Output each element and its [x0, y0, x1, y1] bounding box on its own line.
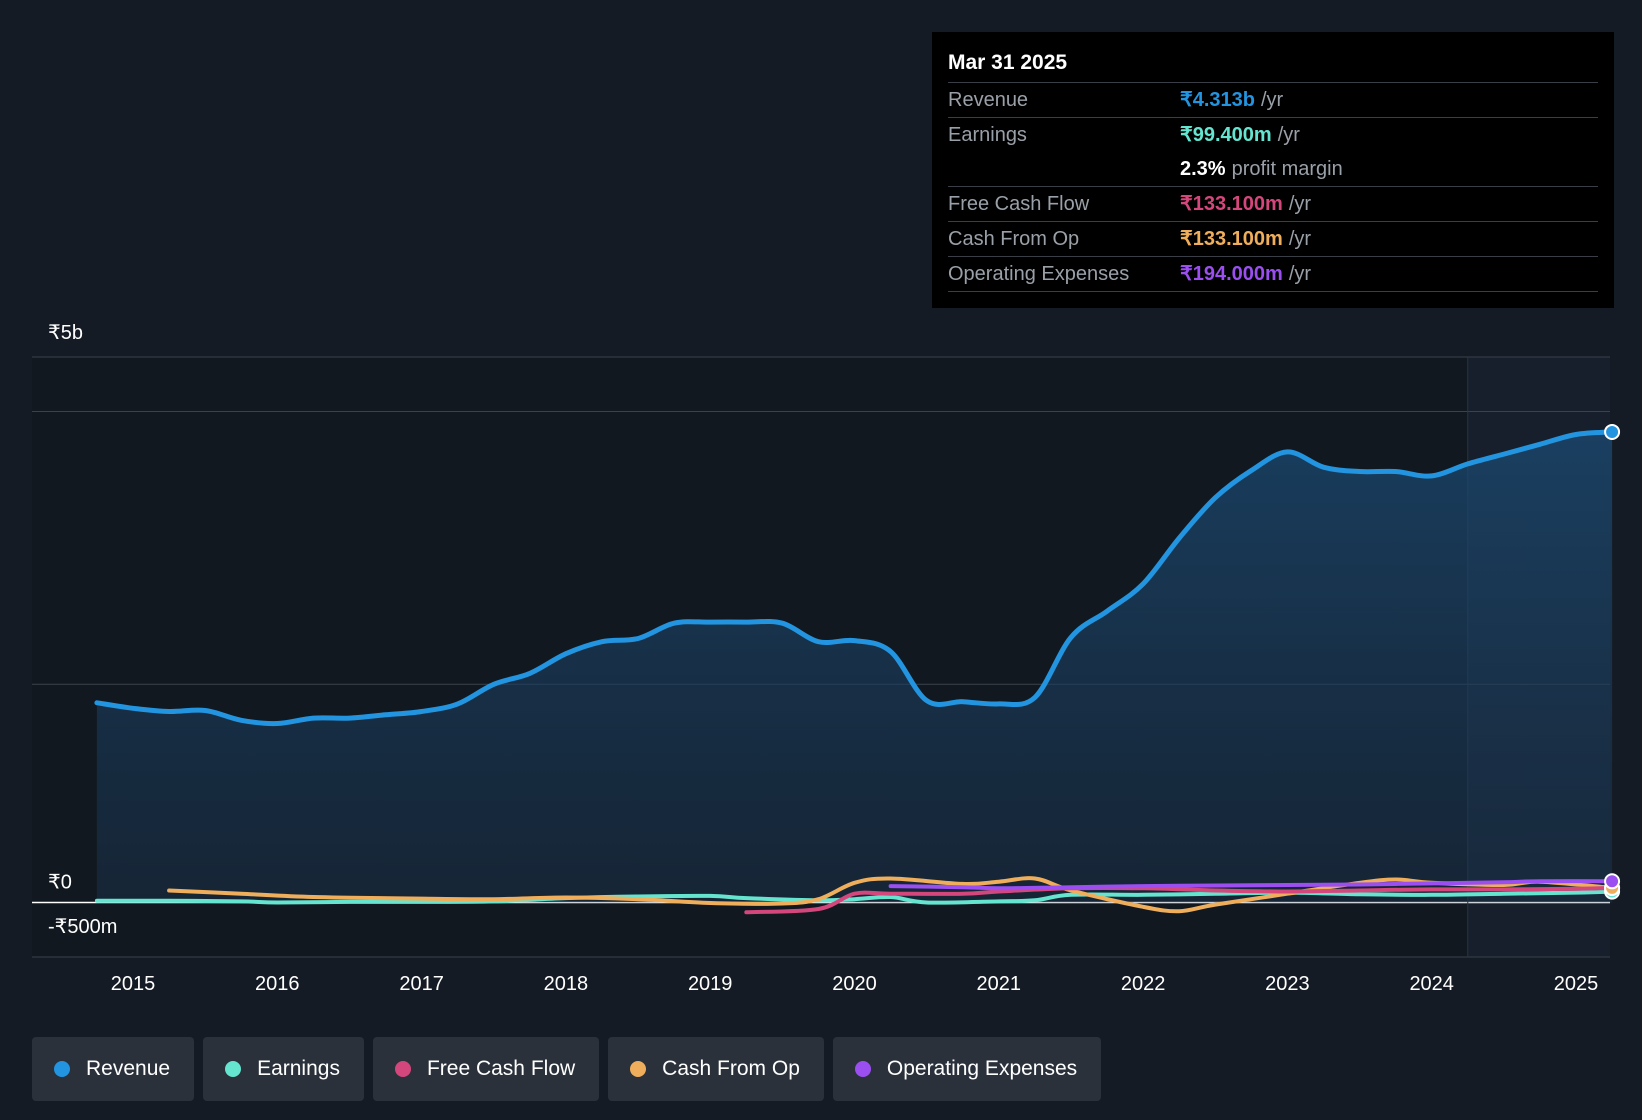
end-marker-operating-expenses [1604, 873, 1621, 890]
tooltip-label: Operating Expenses [948, 263, 1130, 285]
x-tick-label: 2017 [399, 973, 444, 995]
end-marker-revenue [1604, 423, 1621, 440]
legend-label: Earnings [257, 1057, 340, 1080]
series-line-earnings [94, 889, 1615, 905]
tooltip-row-profit-margin: 2.3% profit margin [948, 152, 1598, 187]
tooltip-label: Earnings [948, 124, 1027, 146]
x-tick-label: 2023 [1265, 973, 1310, 995]
revenue-area [96, 431, 1613, 903]
tooltip-row-operating-expenses: Operating Expenses ₹194.000m /yr [948, 257, 1598, 292]
x-tick-label: 2021 [977, 973, 1022, 995]
tooltip-unit: profit margin [1231, 158, 1343, 180]
tooltip-row-revenue: Revenue ₹4.313b /yr [948, 83, 1598, 118]
legend-item-revenue[interactable]: Revenue [32, 1037, 195, 1101]
tooltip-row-earnings: Earnings ₹99.400m /yr [948, 118, 1598, 152]
legend-dot-icon [225, 1061, 242, 1077]
tooltip-unit: /yr [1288, 263, 1312, 285]
x-tick-label: 2018 [544, 973, 589, 995]
x-tick-label: 2024 [1409, 973, 1454, 995]
legend-item-cash-from-op[interactable]: Cash From Op [608, 1037, 824, 1101]
legend: Revenue Earnings Free Cash Flow Cash Fro… [32, 1037, 1110, 1101]
legend-label: Operating Expenses [886, 1057, 1078, 1080]
tooltip-label [948, 152, 1180, 186]
series-line-operating-expenses [888, 879, 1615, 891]
legend-label: Cash From Op [662, 1057, 800, 1080]
series-line-revenue [94, 429, 1615, 727]
tooltip-value: ₹4.313b [1180, 89, 1255, 111]
legend-item-operating-expenses[interactable]: Operating Expenses [832, 1037, 1102, 1101]
tooltip-label: Revenue [948, 89, 1029, 111]
tooltip-value: ₹133.100m [1180, 228, 1283, 250]
legend-dot-icon [854, 1061, 871, 1077]
tooltip-label: Cash From Op [948, 228, 1080, 250]
legend-item-earnings[interactable]: Earnings [203, 1037, 364, 1101]
tooltip: Mar 31 2025 Revenue ₹4.313b /yr Earnings… [932, 32, 1614, 308]
tooltip-value: ₹99.400m [1180, 124, 1272, 146]
x-tick-label: 2019 [688, 973, 733, 995]
legend-dot-icon [630, 1061, 647, 1077]
tooltip-value: 2.3% [1180, 158, 1226, 180]
legend-dot-icon [54, 1061, 70, 1077]
x-tick-label: 2016 [255, 973, 300, 995]
legend-label: Free Cash Flow [426, 1057, 576, 1080]
tooltip-value: ₹194.000m [1180, 263, 1283, 285]
y-tick-label: ₹0 [48, 871, 72, 893]
tooltip-label: Free Cash Flow [948, 193, 1090, 215]
tooltip-row-free-cash-flow: Free Cash Flow ₹133.100m /yr [948, 187, 1598, 222]
y-tick-label: -₹500m [48, 916, 117, 938]
tooltip-unit: /yr [1277, 124, 1300, 146]
legend-dot-icon [394, 1061, 411, 1077]
x-tick-label: 2015 [111, 973, 156, 995]
tooltip-row-cash-from-op: Cash From Op ₹133.100m /yr [948, 222, 1598, 257]
y-tick-label: ₹5b [48, 322, 83, 344]
tooltip-unit: /yr [1288, 193, 1312, 215]
tooltip-unit: /yr [1288, 228, 1312, 250]
tooltip-value: ₹133.100m [1180, 193, 1283, 215]
series-line-free-cash-flow [744, 885, 1615, 915]
legend-label: Revenue [86, 1057, 171, 1080]
x-tick-label: 2020 [832, 973, 877, 995]
series-line-cash-from-op [167, 876, 1615, 914]
tooltip-unit: /yr [1261, 89, 1284, 111]
x-tick-label: 2025 [1554, 973, 1599, 995]
tooltip-date: Mar 31 2025 [948, 46, 1598, 83]
x-tick-label: 2022 [1121, 973, 1166, 995]
legend-item-free-cash-flow[interactable]: Free Cash Flow [372, 1037, 600, 1101]
